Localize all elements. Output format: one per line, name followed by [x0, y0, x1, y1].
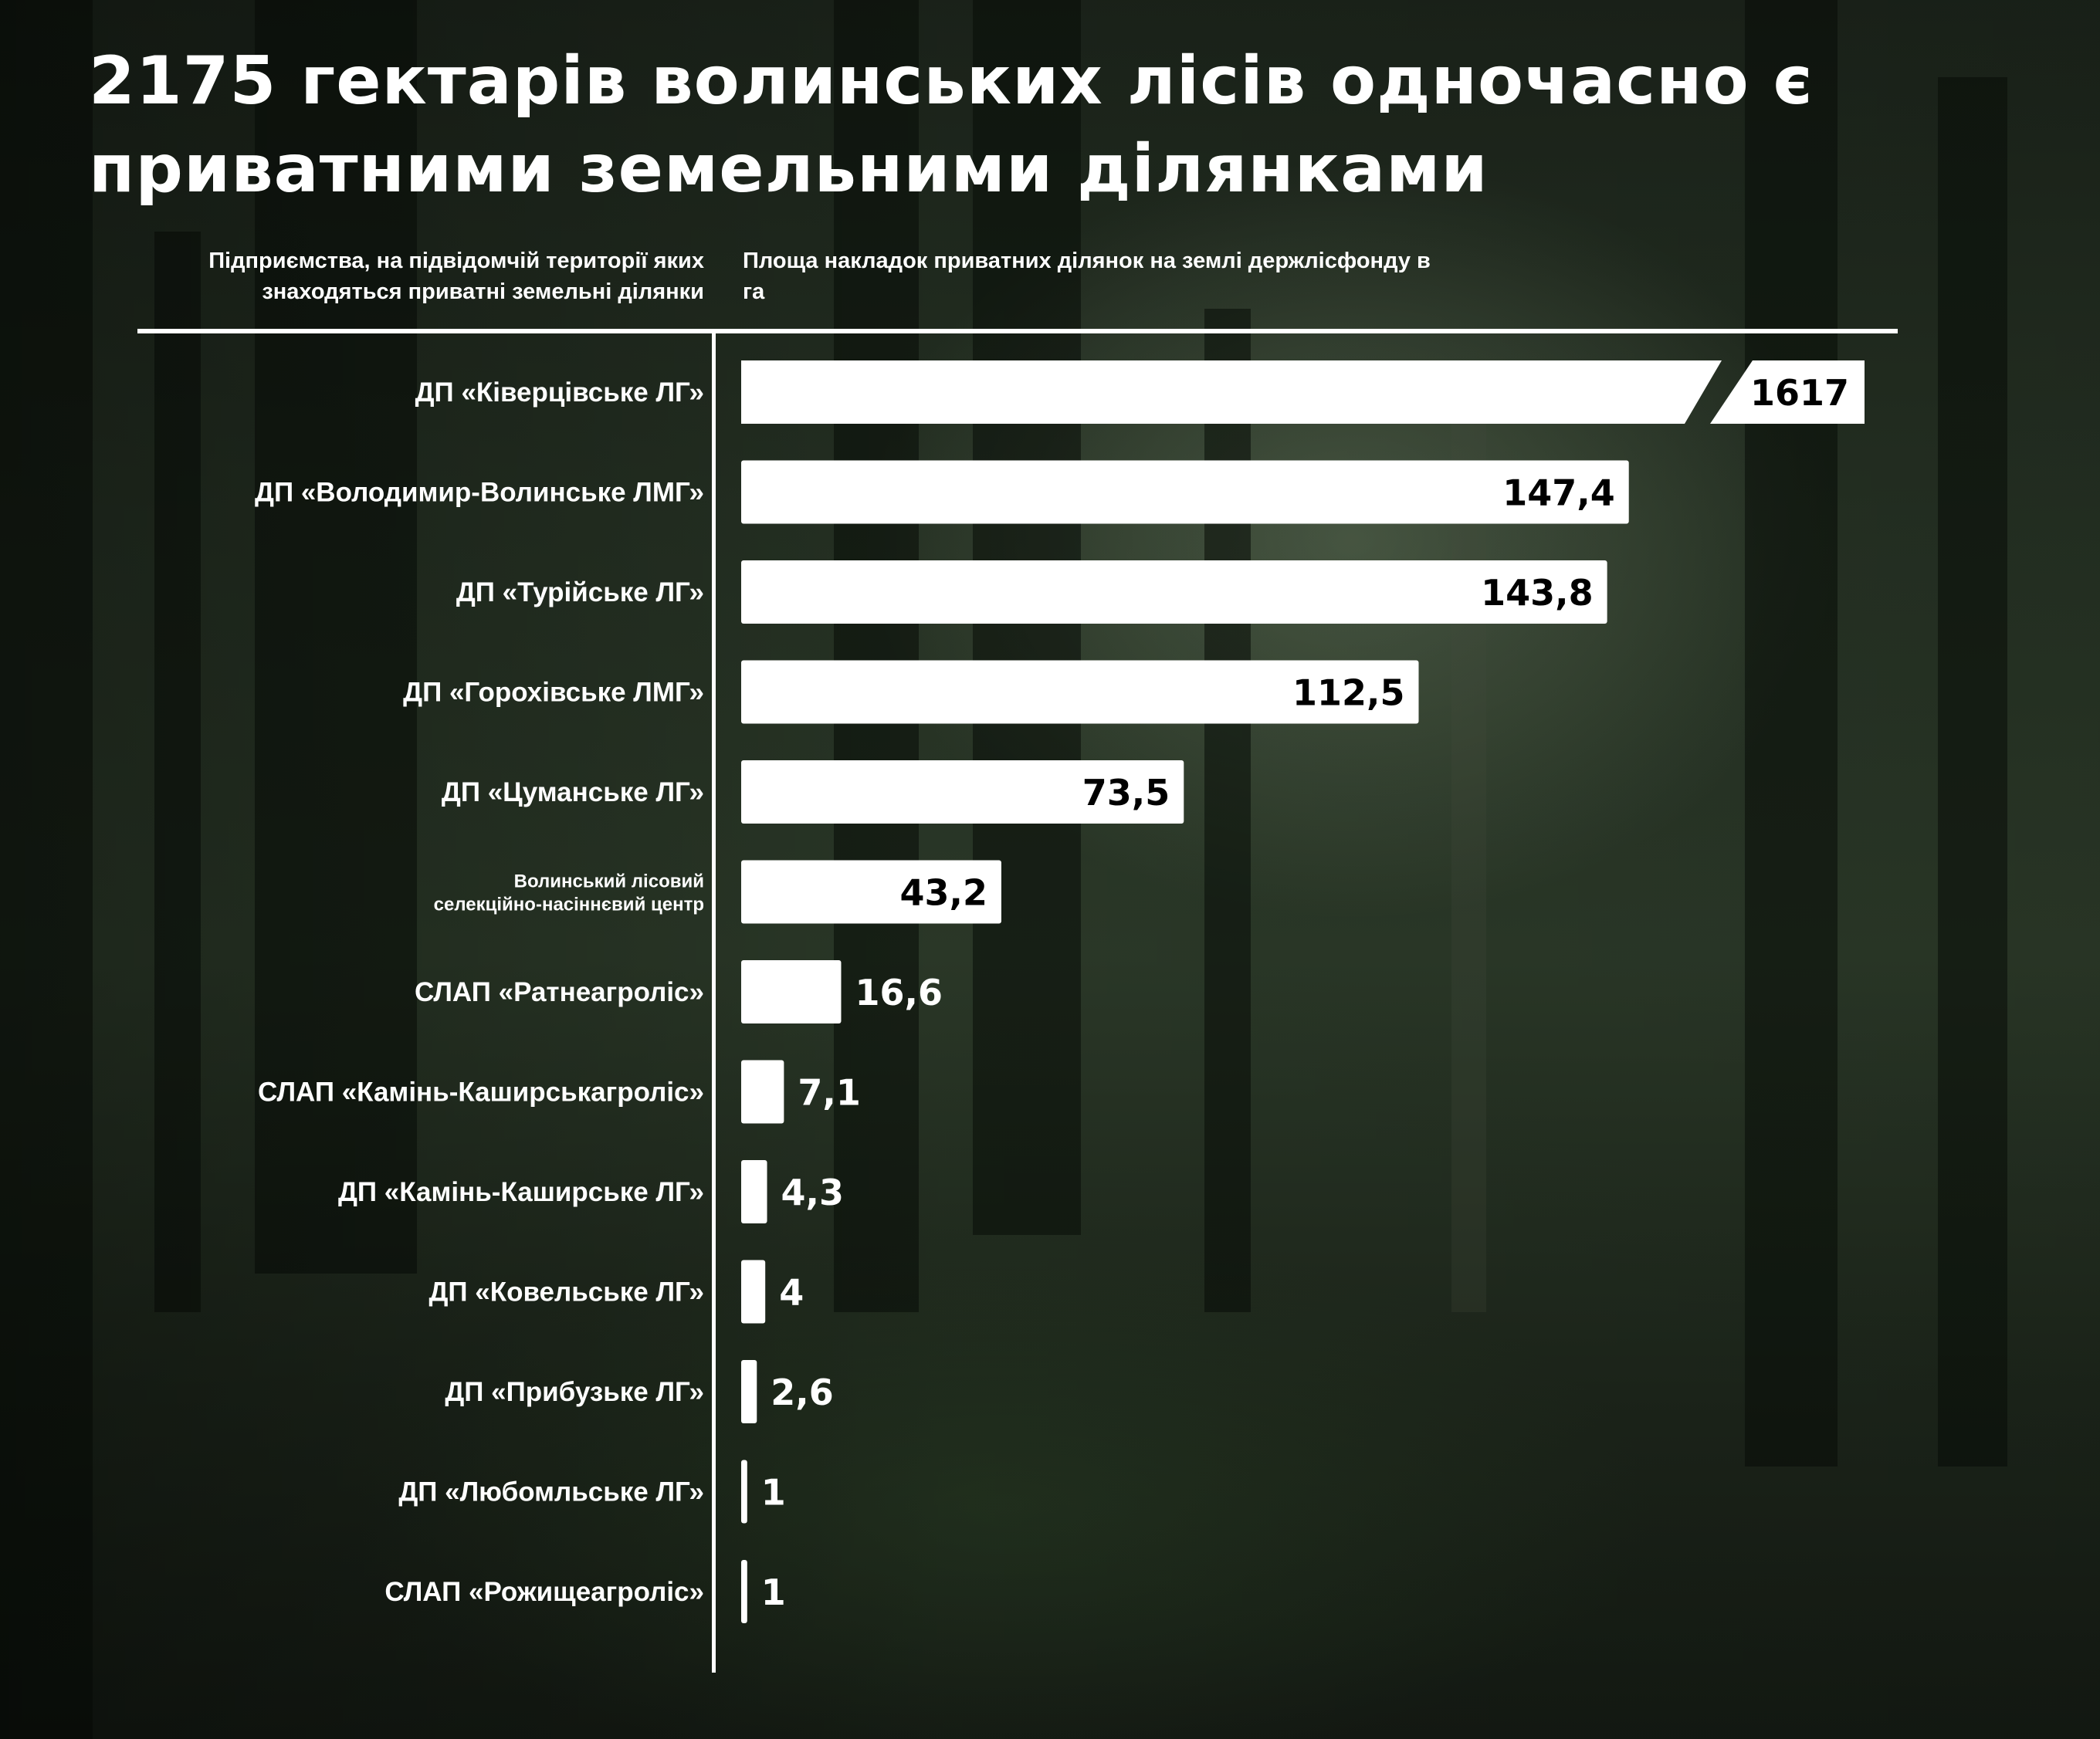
value-label: 4,3 — [781, 1172, 845, 1213]
bar-1 — [741, 360, 1722, 424]
value-label: 147,4 — [1502, 472, 1615, 514]
value-label: 4 — [779, 1272, 804, 1314]
value-label: 1617 — [1750, 372, 1849, 414]
value-label: 112,5 — [1292, 672, 1405, 714]
category-label: Волинський лісовий — [514, 871, 704, 892]
value-label: 1 — [761, 1572, 786, 1613]
category-label: ДП «Горохівське ЛМГ» — [403, 678, 704, 708]
bar-9 — [741, 1160, 767, 1223]
header-divider-line — [137, 329, 1898, 333]
bar-8 — [741, 1060, 784, 1124]
bar-4 — [741, 660, 1419, 724]
category-label: ДП «Ковельське ЛГ» — [428, 1277, 704, 1308]
category-label: СЛАП «Ратнеагроліс» — [415, 977, 704, 1007]
category-label: СЛАП «Рожищеагроліс» — [384, 1577, 704, 1607]
category-label: ДП «Ківерцівське ЛГ» — [415, 377, 704, 408]
value-label: 73,5 — [1082, 772, 1170, 814]
category-label: ДП «Любомльське ЛГ» — [398, 1477, 704, 1507]
category-label: селекційно-насіннєвий центр — [434, 895, 704, 915]
value-label: 7,1 — [798, 1072, 861, 1114]
value-label: 143,8 — [1481, 572, 1594, 614]
bar-13 — [741, 1560, 747, 1623]
category-label: ДП «Прибузьке ЛГ» — [445, 1377, 704, 1407]
categories-header: Підприємства, на підвідомчій території я… — [208, 249, 704, 304]
value-label: 1 — [761, 1472, 786, 1514]
bar-3 — [741, 560, 1607, 624]
category-label: ДП «Камінь-Каширське ЛГ» — [338, 1177, 704, 1207]
category-label: ДП «Турійське ЛГ» — [456, 577, 704, 607]
bar-12 — [741, 1460, 747, 1524]
value-label: 2,6 — [771, 1372, 834, 1413]
bar-6 — [741, 860, 1001, 924]
values-header: Площа накладок приватних ділянок на земл… — [743, 249, 1431, 304]
bar-11 — [741, 1360, 757, 1423]
category-label: ДП «Цуманське ЛГ» — [442, 777, 704, 807]
category-label: ДП «Володимир-Волинське ЛМГ» — [255, 478, 704, 508]
category-label: СЛАП «Камінь-Каширськагроліс» — [258, 1078, 704, 1108]
value-label: 43,2 — [899, 872, 987, 914]
bar-1-value-tab — [1710, 360, 1865, 424]
bar-7 — [741, 960, 842, 1023]
bar-2 — [741, 460, 1629, 524]
chart-title: 2175 гектарів волинських лісів одночасно… — [89, 42, 1814, 208]
category-axis-line — [712, 333, 716, 1673]
bar-5 — [741, 760, 1184, 824]
value-label: 16,6 — [855, 972, 943, 1013]
bar-10 — [741, 1260, 766, 1324]
